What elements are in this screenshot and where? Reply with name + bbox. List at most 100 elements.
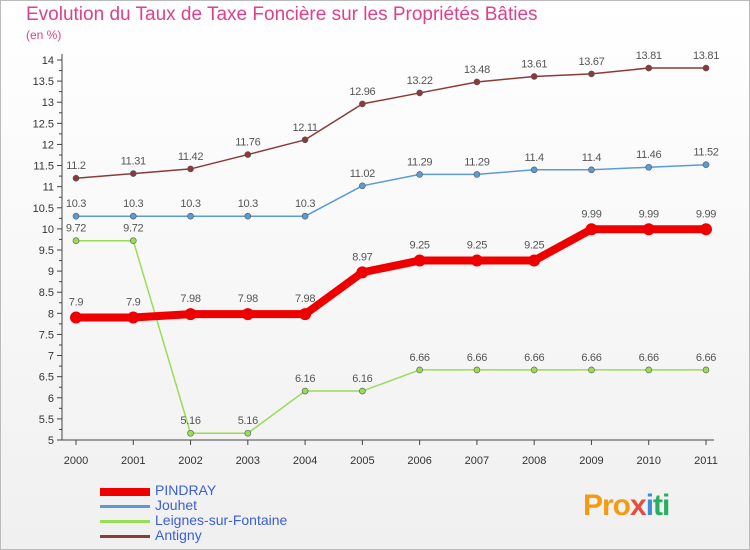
data-label: 6.66 bbox=[696, 352, 716, 364]
data-label: 9.99 bbox=[581, 208, 601, 220]
x-tick-label: 2000 bbox=[64, 455, 88, 467]
legend-swatch bbox=[100, 520, 150, 523]
data-point bbox=[301, 387, 309, 395]
data-point bbox=[473, 171, 481, 178]
data-point bbox=[588, 70, 595, 78]
y-tick-label: 5 bbox=[48, 435, 54, 447]
y-tick-label: 9 bbox=[48, 266, 54, 278]
y-tick-label: 6 bbox=[48, 393, 54, 405]
data-label: 7.98 bbox=[180, 293, 200, 305]
data-label: 11.4 bbox=[524, 152, 544, 164]
data-point bbox=[416, 89, 423, 97]
x-tick-label: 2004 bbox=[293, 455, 317, 467]
data-point bbox=[359, 182, 366, 190]
data-point bbox=[700, 223, 712, 236]
data-label: 11.46 bbox=[636, 149, 661, 161]
data-point bbox=[473, 78, 481, 86]
data-label: 7.9 bbox=[126, 297, 141, 309]
data-label: 12.96 bbox=[349, 86, 375, 98]
data-point bbox=[642, 223, 655, 236]
data-label: 11.76 bbox=[235, 137, 260, 149]
y-tick-label: 10 bbox=[42, 224, 54, 236]
logo-part-3: i bbox=[645, 489, 654, 522]
data-point bbox=[528, 254, 541, 267]
data-point bbox=[359, 387, 366, 395]
legend-label: Leignes-sur-Fontaine bbox=[155, 512, 288, 528]
y-tick-label: 11 bbox=[43, 182, 54, 194]
data-point bbox=[473, 366, 481, 374]
data-point bbox=[585, 223, 598, 236]
y-tick-label: 14 bbox=[42, 55, 54, 67]
legend-swatch bbox=[100, 535, 150, 538]
data-label: 8.97 bbox=[352, 251, 372, 263]
data-label: 6.66 bbox=[639, 352, 659, 364]
data-point bbox=[244, 429, 252, 437]
data-point bbox=[530, 166, 538, 174]
data-point bbox=[645, 163, 653, 171]
data-point bbox=[588, 166, 595, 174]
data-label: 6.16 bbox=[295, 373, 315, 385]
data-point bbox=[588, 366, 595, 374]
data-label: 13.22 bbox=[407, 75, 433, 87]
chart-series bbox=[70, 64, 712, 437]
data-point bbox=[416, 366, 423, 374]
data-point bbox=[416, 171, 423, 178]
data-label: 13.61 bbox=[521, 58, 547, 70]
logo-part-4: ti bbox=[653, 489, 670, 522]
data-point bbox=[645, 64, 653, 72]
data-point bbox=[645, 366, 653, 374]
data-point bbox=[530, 366, 538, 374]
data-label: 5.16 bbox=[238, 415, 258, 427]
data-label: 13.48 bbox=[464, 64, 490, 76]
x-tick-label: 2008 bbox=[522, 455, 546, 467]
data-point bbox=[359, 100, 366, 108]
chart-data-labels: 7.9 7.9 7.98 7.98 7.98 8.97 9.25 9.25 9.25 9.99 9.… bbox=[66, 50, 720, 427]
data-label: 13.81 bbox=[693, 50, 719, 62]
logo-part-2: x bbox=[630, 489, 647, 522]
x-tick-label: 2007 bbox=[465, 455, 489, 467]
chart-title: Evolution du Taux de Taxe Foncière sur l… bbox=[26, 4, 538, 25]
data-label: 13.67 bbox=[578, 56, 604, 68]
data-label: 5.16 bbox=[180, 415, 200, 427]
y-tick-label: 10.5 bbox=[33, 203, 54, 215]
data-point bbox=[129, 237, 137, 245]
data-label: 6.66 bbox=[524, 352, 544, 364]
x-tick-label: 2001 bbox=[121, 455, 145, 467]
data-label: 10.3 bbox=[180, 198, 200, 210]
data-point bbox=[72, 212, 80, 220]
y-tick-label: 7 bbox=[48, 351, 54, 363]
data-point bbox=[301, 136, 309, 144]
data-point bbox=[530, 73, 538, 80]
data-point bbox=[72, 237, 80, 245]
legend-label: PINDRAY bbox=[155, 482, 217, 498]
data-label: 10.3 bbox=[295, 198, 315, 210]
data-point bbox=[301, 212, 309, 220]
y-tick-label: 13.5 bbox=[33, 76, 54, 88]
y-tick-label: 11.5 bbox=[33, 161, 54, 173]
x-tick-label: 2009 bbox=[579, 455, 603, 467]
data-point bbox=[413, 254, 426, 267]
x-tick-label: 2003 bbox=[236, 455, 260, 467]
y-tick-label: 5.5 bbox=[39, 414, 54, 426]
legend-label: Jouhet bbox=[155, 497, 198, 513]
brand-logo: Proxiti bbox=[583, 489, 670, 523]
data-label: 9.25 bbox=[467, 240, 487, 252]
data-label: 11.52 bbox=[693, 147, 718, 159]
data-label: 11.31 bbox=[121, 156, 146, 168]
data-label: 7.9 bbox=[69, 297, 84, 309]
data-label: 9.25 bbox=[410, 240, 430, 252]
data-label: 11.42 bbox=[178, 151, 203, 163]
data-point bbox=[127, 311, 140, 324]
data-point bbox=[702, 64, 710, 72]
data-point bbox=[702, 161, 710, 169]
data-label: 9.99 bbox=[639, 208, 659, 220]
series-line-leignes-sur-fontaine bbox=[75, 239, 707, 434]
data-point bbox=[356, 266, 369, 279]
series-line-jouhet bbox=[75, 163, 707, 217]
y-tick-label: 13 bbox=[42, 97, 54, 109]
data-point bbox=[244, 151, 252, 158]
data-label: 11.02 bbox=[350, 168, 375, 180]
data-point bbox=[129, 170, 137, 177]
data-point bbox=[241, 308, 254, 321]
